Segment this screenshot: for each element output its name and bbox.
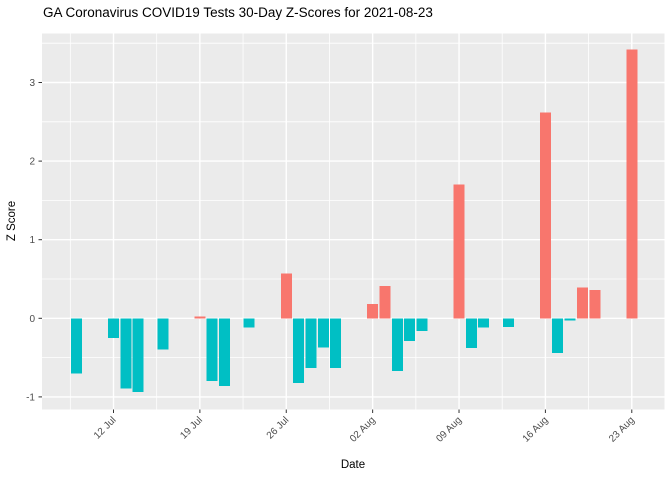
- bar: [576, 287, 588, 319]
- y-axis-title: Z Score: [6, 201, 18, 241]
- bar: [379, 286, 391, 319]
- bar: [132, 318, 144, 393]
- bar: [367, 304, 379, 319]
- x-tick-label: 23 Aug: [607, 415, 637, 445]
- bar: [108, 318, 119, 338]
- bar: [552, 318, 564, 353]
- bar: [404, 318, 416, 342]
- bar: [243, 318, 255, 328]
- bar: [120, 318, 132, 389]
- x-tick-label: 12 Jul: [92, 415, 119, 442]
- bar: [626, 49, 638, 319]
- y-tick-label: 1: [29, 235, 35, 246]
- x-tick-label: 26 Jul: [265, 415, 292, 442]
- bar: [539, 112, 551, 319]
- chart-title: GA Coronavirus COVID19 Tests 30-Day Z-Sc…: [43, 5, 433, 20]
- y-tick-label: -1: [26, 392, 35, 403]
- bar: [589, 290, 601, 319]
- bar: [194, 316, 206, 319]
- bar: [219, 318, 231, 386]
- x-axis-title: Date: [341, 459, 365, 471]
- bar: [305, 318, 317, 368]
- x-tick-label: 02 Aug: [348, 415, 378, 445]
- bar: [330, 318, 342, 368]
- bar: [157, 318, 169, 350]
- bar: [502, 318, 514, 327]
- bar: [564, 318, 576, 321]
- bar: [280, 273, 292, 319]
- bar: [453, 184, 465, 319]
- bar: [293, 318, 305, 383]
- y-tick-label: 0: [29, 314, 35, 325]
- x-tick-label: 09 Aug: [434, 415, 464, 445]
- bar: [70, 318, 82, 374]
- bar: [478, 318, 490, 328]
- y-tick-label: 2: [29, 157, 35, 168]
- bar: [465, 318, 477, 349]
- bar: [391, 318, 403, 371]
- bar: [317, 318, 329, 348]
- x-tick-label: 19 Jul: [178, 415, 205, 442]
- bar: [416, 318, 428, 331]
- y-tick-label: 3: [29, 78, 35, 89]
- bar: [206, 318, 218, 382]
- x-tick-label: 16 Aug: [521, 415, 551, 445]
